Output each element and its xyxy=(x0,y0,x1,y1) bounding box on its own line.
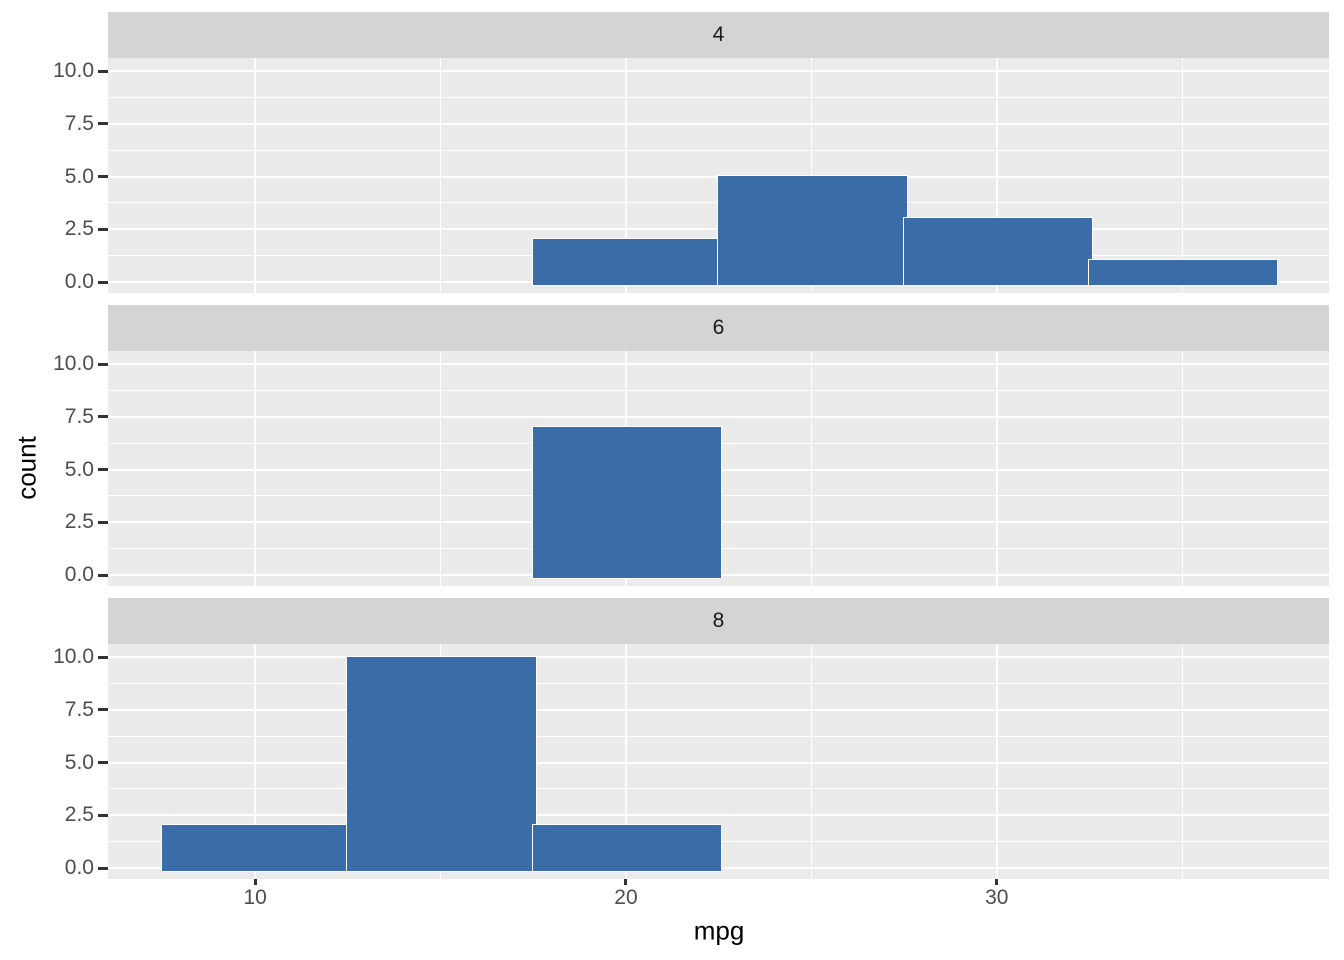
y-axis-tick-mark xyxy=(98,468,108,472)
gridline-minor-vertical xyxy=(1181,644,1183,879)
y-axis-tick-mark xyxy=(98,708,108,712)
gridline-major-vertical xyxy=(624,58,627,293)
x-axis-title: mpg xyxy=(693,915,745,946)
facet-strip-label: 4 xyxy=(712,23,725,46)
gridline-major-vertical xyxy=(254,644,257,879)
y-tick-label: 5.0 xyxy=(64,457,94,481)
y-tick-label: 0.0 xyxy=(64,270,94,294)
x-tick-label: 10 xyxy=(243,886,267,909)
gridline-minor-vertical xyxy=(1181,351,1183,586)
histogram-bar xyxy=(717,175,908,286)
gridline-major-horizontal xyxy=(108,656,1329,659)
gridline-minor-horizontal xyxy=(108,389,1329,391)
histogram-bar xyxy=(1087,259,1279,286)
gridline-major-vertical xyxy=(995,644,998,879)
gridline-major-horizontal xyxy=(108,70,1329,73)
histogram-bar xyxy=(161,824,352,872)
gridline-major-vertical xyxy=(254,351,257,586)
x-tick-label: 30 xyxy=(985,886,1009,909)
histogram-bar xyxy=(531,238,723,286)
gridline-major-vertical xyxy=(995,351,998,586)
y-tick-label: 0.0 xyxy=(64,856,94,880)
y-tick-label: 7.5 xyxy=(64,404,94,428)
y-tick-label: 10.0 xyxy=(53,645,94,669)
y-tick-label: 0.0 xyxy=(64,563,94,587)
y-tick-label: 10.0 xyxy=(53,59,94,83)
gridline-minor-vertical xyxy=(440,351,442,586)
gridline-major-vertical xyxy=(995,58,998,293)
gridline-minor-horizontal xyxy=(108,682,1329,684)
y-tick-label: 2.5 xyxy=(64,803,94,827)
x-axis-tick-mark xyxy=(624,879,628,885)
x-axis-tick-mark xyxy=(995,879,999,885)
histogram-bar xyxy=(346,655,537,872)
y-axis-tick-mark xyxy=(98,175,108,179)
gridline-major-horizontal xyxy=(108,415,1329,418)
y-axis-tick-mark xyxy=(98,280,108,284)
y-tick-label: 5.0 xyxy=(64,750,94,774)
gridline-minor-horizontal xyxy=(108,788,1329,790)
gridline-major-horizontal xyxy=(108,363,1329,366)
y-axis-tick-mark xyxy=(98,122,108,126)
y-tick-label: 7.5 xyxy=(64,697,94,721)
facet-strip-label: 6 xyxy=(712,316,725,339)
y-tick-label: 2.5 xyxy=(64,510,94,534)
y-axis-tick-mark xyxy=(98,655,108,659)
y-tick-label: 5.0 xyxy=(64,164,94,188)
gridline-minor-vertical xyxy=(440,58,442,293)
gridline-major-horizontal xyxy=(108,708,1329,711)
y-axis-tick-mark xyxy=(98,362,108,366)
y-axis-tick-mark xyxy=(98,813,108,817)
y-axis-tick-mark xyxy=(98,573,108,577)
y-tick-label: 10.0 xyxy=(53,352,94,376)
gridline-minor-vertical xyxy=(810,351,812,586)
facet-strip: 8 xyxy=(108,598,1329,644)
y-axis-tick-mark xyxy=(98,520,108,524)
y-axis-tick-mark xyxy=(98,415,108,419)
facet-strip: 4 xyxy=(108,12,1329,58)
x-tick-label: 20 xyxy=(614,886,638,909)
y-axis-tick-mark xyxy=(98,866,108,870)
histogram-bar xyxy=(902,217,1093,286)
gridline-major-horizontal xyxy=(108,814,1329,817)
gridline-minor-horizontal xyxy=(108,149,1329,151)
y-axis-tick-mark xyxy=(98,227,108,231)
histogram-bar xyxy=(531,425,723,579)
histogram-bar xyxy=(531,824,723,872)
gridline-minor-vertical xyxy=(1181,58,1183,293)
y-axis-tick-mark xyxy=(98,69,108,73)
gridline-major-vertical xyxy=(624,644,627,879)
y-tick-label: 2.5 xyxy=(64,217,94,241)
facet-strip-label: 8 xyxy=(712,609,725,632)
gridline-minor-horizontal xyxy=(108,735,1329,737)
y-tick-label: 7.5 xyxy=(64,111,94,135)
gridline-minor-vertical xyxy=(810,644,812,879)
facet-strip: 6 xyxy=(108,305,1329,351)
gridline-major-horizontal xyxy=(108,122,1329,125)
gridline-major-horizontal xyxy=(108,761,1329,764)
gridline-major-vertical xyxy=(254,58,257,293)
gridline-minor-horizontal xyxy=(108,96,1329,98)
y-axis-tick-mark xyxy=(98,761,108,765)
x-axis-tick-mark xyxy=(253,879,257,885)
